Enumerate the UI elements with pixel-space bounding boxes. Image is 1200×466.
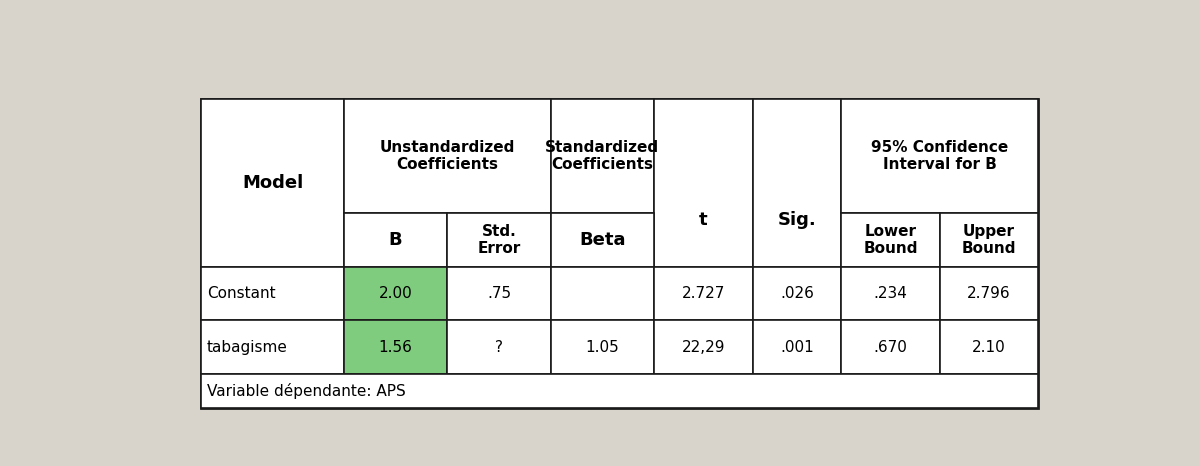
Bar [448,267,551,320]
Bar [551,267,654,320]
Bar [940,267,1038,320]
Bar [654,99,752,267]
Text: Variable dépendante: APS: Variable dépendante: APS [206,383,406,399]
Bar [752,320,841,374]
Text: t: t [700,211,708,229]
Text: 22,29: 22,29 [682,340,725,355]
Bar [202,267,344,320]
Bar [551,99,654,213]
Bar [654,267,752,320]
Bar [841,213,940,267]
Text: 2.00: 2.00 [379,286,413,301]
Bar [202,320,344,374]
Text: Constant: Constant [206,286,275,301]
Text: Sig.: Sig. [778,211,816,229]
Bar [202,99,1038,408]
Text: 2.796: 2.796 [967,286,1010,301]
Bar [448,320,551,374]
Bar [551,320,654,374]
Text: Model: Model [242,174,304,192]
Text: ?: ? [496,340,503,355]
Bar [344,213,448,267]
Bar [841,267,940,320]
Text: .001: .001 [780,340,814,355]
Bar [202,374,1038,408]
Text: Std.
Error: Std. Error [478,224,521,256]
Bar [344,99,551,213]
Text: .75: .75 [487,286,511,301]
Bar [202,99,344,267]
Text: Beta: Beta [580,231,625,249]
Text: .234: .234 [874,286,907,301]
Bar [654,320,752,374]
Text: .670: .670 [874,340,907,355]
Bar [344,267,448,320]
Bar [344,320,448,374]
Text: 1.56: 1.56 [379,340,413,355]
Text: 95% Confidence
Interval for B: 95% Confidence Interval for B [871,140,1008,172]
Bar [841,99,1038,213]
Bar [752,267,841,320]
Text: Unstandardized
Coefficients: Unstandardized Coefficients [379,140,515,172]
Text: Upper
Bound: Upper Bound [961,224,1016,256]
Bar [448,213,551,267]
Text: Lower
Bound: Lower Bound [863,224,918,256]
Text: 2.10: 2.10 [972,340,1006,355]
Text: B: B [389,231,402,249]
Text: 2.727: 2.727 [682,286,725,301]
Text: Standardized
Coefficients: Standardized Coefficients [545,140,660,172]
Text: tabagisme: tabagisme [206,340,288,355]
Bar [940,213,1038,267]
Bar [752,99,841,267]
Text: 1.05: 1.05 [586,340,619,355]
Bar [940,320,1038,374]
Bar [841,320,940,374]
Bar [551,213,654,267]
Text: .026: .026 [780,286,814,301]
